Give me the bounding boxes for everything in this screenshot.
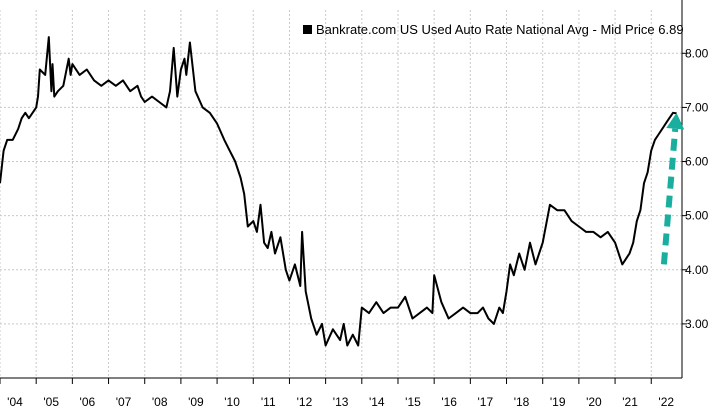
grid-layer: [0, 10, 682, 378]
tick-label-x-13: '17: [478, 395, 494, 409]
tick-label-x-2: '06: [80, 395, 96, 409]
tick-label-x-18: '22: [658, 395, 674, 409]
tick-label-x-5: '09: [188, 395, 204, 409]
tick-label-x-0: '04: [7, 395, 23, 409]
tick-label-y-5: 8.00: [685, 46, 708, 60]
tick-label-y-3: 6.00: [685, 155, 708, 169]
tick-label-x-11: '15: [405, 395, 421, 409]
tick-label-x-3: '07: [116, 395, 132, 409]
tick-label-x-9: '13: [333, 395, 349, 409]
tick-label-y-1: 4.00: [685, 263, 708, 277]
tick-label-x-12: '16: [441, 395, 457, 409]
tick-label-x-14: '18: [514, 395, 530, 409]
legend: Bankrate.com US Used Auto Rate National …: [303, 22, 684, 37]
tick-label-y-2: 5.00: [685, 209, 708, 223]
annotation-arrow-shaft: [660, 128, 679, 265]
tick-label-x-15: '19: [550, 395, 566, 409]
tick-label-x-7: '11: [261, 395, 276, 409]
tick-label-x-6: '10: [224, 395, 240, 409]
tick-label-x-4: '08: [152, 395, 168, 409]
annotation-arrow-head: [666, 112, 685, 130]
legend-label: Bankrate.com US Used Auto Rate National …: [316, 22, 684, 37]
tick-label-x-16: '20: [586, 395, 602, 409]
tick-label-x-1: '05: [43, 395, 59, 409]
series-line-0: [0, 36, 677, 347]
series-layer: [0, 36, 677, 347]
tick-label-x-8: '12: [297, 395, 313, 409]
tick-label-x-10: '14: [369, 395, 385, 409]
tick-label-y-0: 3.00: [685, 317, 708, 331]
annotation-layer: [660, 112, 685, 265]
tick-label-y-4: 7.00: [685, 100, 708, 114]
legend-swatch: [303, 25, 312, 34]
tick-label-x-17: '21: [622, 395, 638, 409]
